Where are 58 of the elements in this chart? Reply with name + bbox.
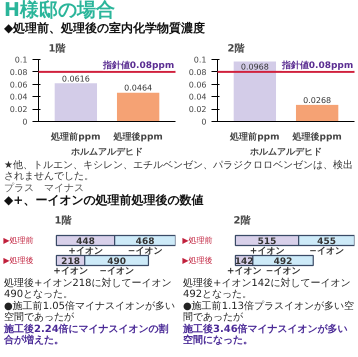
- y-tick-label: 0.06: [10, 80, 28, 89]
- y-tick-label: 0.08: [10, 68, 28, 77]
- text: プラス マイナス: [4, 182, 84, 194]
- chart-title: 2階: [228, 42, 246, 54]
- ref-line-label: 指針値0.08ppm: [102, 60, 174, 71]
- series-label: +イオン: [250, 246, 284, 256]
- text: 処理後+イオン218に対してーイオン490となった。: [4, 278, 172, 300]
- ref-line-label: 指針値0.08ppm: [280, 60, 354, 71]
- text: ●施工前1.05倍マイナスイオンが多い空間であったが: [4, 300, 176, 324]
- x-tick-label: 処理前ppm: [229, 131, 280, 142]
- data-label: 0.0268: [303, 96, 332, 105]
- data-label: 448: [76, 236, 95, 247]
- text: 施工後3.46倍マイナスイオンが多い空間になった。: [183, 324, 349, 347]
- text: H様邸の場合: [4, 0, 115, 22]
- data-label: 492: [274, 256, 292, 267]
- y-tick-label: ▶処理後: [182, 256, 213, 265]
- text: −イオン: [99, 266, 134, 276]
- data-label: 218: [61, 256, 80, 267]
- series-label: +イオン: [68, 246, 103, 256]
- data-label: 0.0616: [62, 74, 90, 83]
- data-label: 515: [258, 236, 276, 247]
- data-label: 0.0968: [240, 62, 269, 72]
- text: ★他、トルエン、キシレン、エチルベンゼン、パラジクロロベンゼンは、検出されませんでした。: [4, 160, 354, 182]
- x-tick-label: 処理後ppm: [292, 131, 342, 142]
- y-tick-label: 0.04: [10, 92, 28, 102]
- y-tick-label: 0: [22, 117, 28, 126]
- x-axis-title: ホルムアルデヒド: [70, 147, 143, 158]
- text: −イオン: [266, 266, 300, 276]
- data-label: 468: [136, 236, 154, 247]
- text: ◆処理前、処理後の室内化学物質濃度: [4, 20, 206, 36]
- text: 処理後+イオン142に対してーイオン492となった。: [183, 278, 352, 300]
- x-tick-label: 処理後ppm: [112, 131, 163, 142]
- y-tick-label: 0.02: [188, 104, 206, 114]
- y-tick-label: ▶処理前: [182, 236, 213, 245]
- series-label: −イオン: [309, 246, 344, 256]
- y-tick-label: 0.08: [188, 68, 206, 77]
- series-label: −イオン: [128, 246, 162, 256]
- chart-title: 2階: [234, 214, 252, 226]
- y-tick-label: 0.1: [14, 55, 28, 64]
- text: +イオン: [226, 266, 262, 276]
- chart-title: 1階: [48, 42, 66, 54]
- y-tick-label: 0.06: [188, 80, 206, 89]
- y-tick-label: ▶処理前: [3, 236, 34, 245]
- text: 施工後2.24倍にマイナスイオンの割合が増えた。: [4, 324, 170, 347]
- y-tick-label: 0.04: [188, 92, 206, 102]
- chart-title: 1階: [54, 214, 72, 226]
- text: +イオン: [53, 266, 88, 276]
- text: ◆+、ーイオンの処理前処理後の数値: [4, 193, 204, 208]
- x-axis-title: ホルムアルデヒド: [249, 147, 322, 158]
- y-tick-label: 0.02: [10, 104, 28, 114]
- y-tick-label: 0: [201, 117, 207, 126]
- text: ●施工前1.13倍プラスイオンが多い空間であったが: [183, 300, 355, 324]
- data-label: 455: [317, 236, 336, 247]
- data-label: 0.0464: [124, 83, 152, 92]
- data-label: 490: [107, 256, 126, 267]
- y-tick-label: ▶処理後: [3, 256, 34, 265]
- y-tick-label: 0.1: [194, 55, 207, 64]
- x-tick-label: 処理前ppm: [50, 131, 100, 142]
